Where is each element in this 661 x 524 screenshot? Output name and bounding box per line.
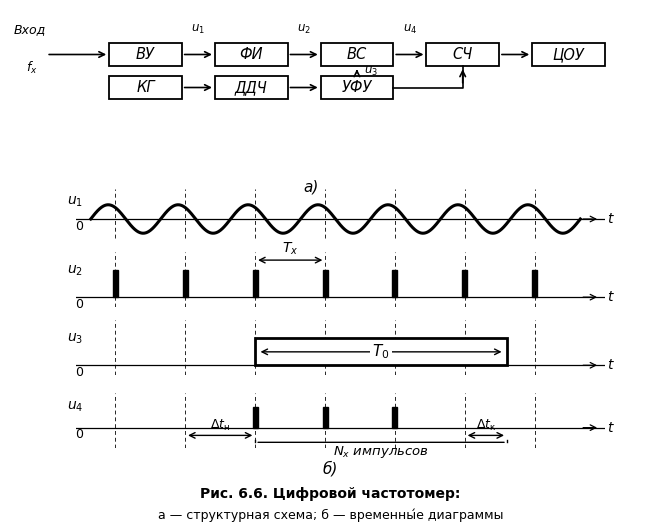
Bar <box>393 270 397 297</box>
Text: ФИ: ФИ <box>239 47 263 62</box>
Bar <box>323 407 328 428</box>
Bar <box>321 75 393 100</box>
Text: $t$: $t$ <box>607 358 615 372</box>
Text: 0: 0 <box>75 366 83 379</box>
Text: ЦОУ: ЦОУ <box>553 47 584 62</box>
Text: а): а) <box>303 179 319 194</box>
Bar <box>215 75 288 100</box>
Text: $u_4$: $u_4$ <box>67 400 83 414</box>
Text: $N_x$ импульсов: $N_x$ импульсов <box>333 443 429 460</box>
Text: ДДЧ: ДДЧ <box>235 80 268 95</box>
Text: $t$: $t$ <box>607 421 615 434</box>
Bar <box>393 407 397 428</box>
Text: УФУ: УФУ <box>342 80 372 95</box>
Text: СЧ: СЧ <box>453 47 473 62</box>
Text: Рис. 6.6. Цифровой частотомер:: Рис. 6.6. Цифровой частотомер: <box>200 487 461 501</box>
Bar <box>532 42 605 67</box>
Bar <box>109 75 182 100</box>
Text: $u_4$: $u_4$ <box>403 23 417 36</box>
Text: 0: 0 <box>75 429 83 441</box>
Bar <box>321 42 393 67</box>
Text: ВС: ВС <box>347 47 367 62</box>
Text: $u_3$: $u_3$ <box>364 64 377 78</box>
Text: $f_x$: $f_x$ <box>26 60 38 76</box>
Text: $\Delta t_{\rm к}$: $\Delta t_{\rm к}$ <box>476 418 496 432</box>
Bar <box>426 42 499 67</box>
Text: $\Delta t_{\rm н}$: $\Delta t_{\rm н}$ <box>210 418 231 432</box>
Text: ВУ: ВУ <box>136 47 155 62</box>
Bar <box>109 42 182 67</box>
Bar <box>182 270 188 297</box>
Text: $T_x$: $T_x$ <box>282 241 298 257</box>
Text: 0: 0 <box>75 220 83 233</box>
Bar <box>215 42 288 67</box>
Bar <box>253 407 258 428</box>
Text: $T_0$: $T_0$ <box>372 343 390 361</box>
Bar <box>253 270 258 297</box>
Bar <box>255 339 507 365</box>
Bar <box>323 270 328 297</box>
Text: $t$: $t$ <box>607 212 615 226</box>
Text: $u_3$: $u_3$ <box>67 331 83 346</box>
Text: а — структурная схема; б — временны́е диаграммы: а — структурная схема; б — временны́е ди… <box>158 508 503 521</box>
Bar <box>113 270 118 297</box>
Text: $u_2$: $u_2$ <box>297 23 311 36</box>
Text: 0: 0 <box>75 298 83 311</box>
Text: $t$: $t$ <box>607 290 615 304</box>
Text: б): б) <box>323 461 338 477</box>
Bar <box>462 270 467 297</box>
Text: $u_1$: $u_1$ <box>191 23 206 36</box>
Text: КГ: КГ <box>136 80 155 95</box>
Text: $u_1$: $u_1$ <box>67 195 83 209</box>
Bar <box>532 270 537 297</box>
Text: Вход: Вход <box>14 23 46 36</box>
Text: $u_2$: $u_2$ <box>67 263 83 278</box>
